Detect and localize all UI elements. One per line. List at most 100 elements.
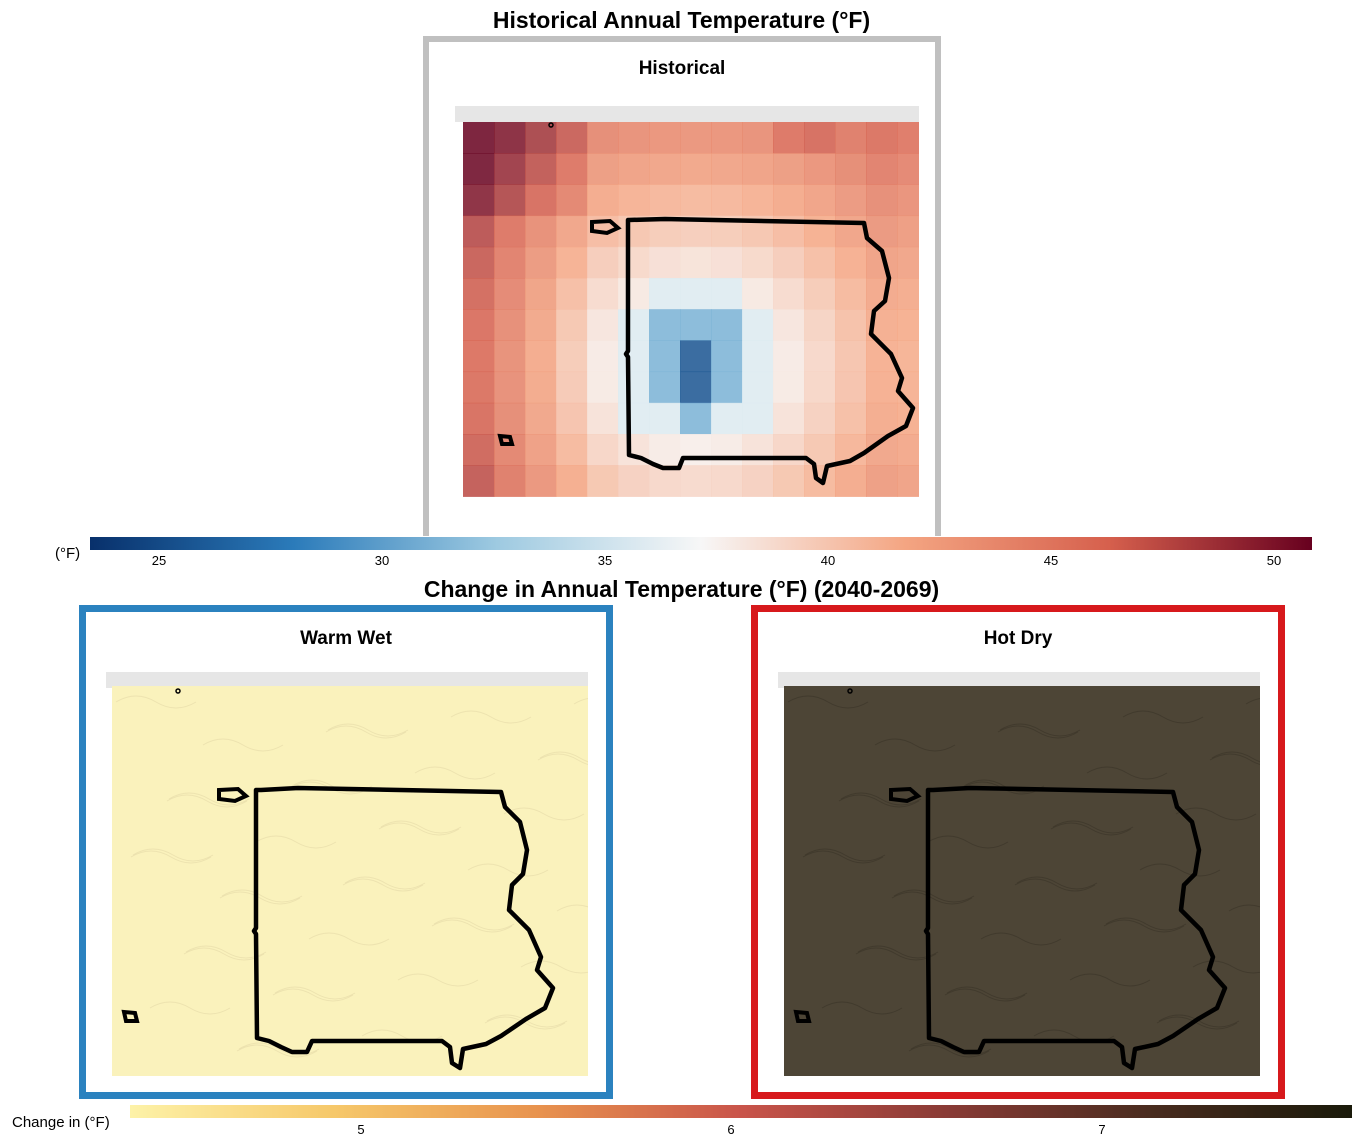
temperature-cell xyxy=(587,371,619,404)
temperature-cell xyxy=(556,340,588,373)
terrain-line xyxy=(1245,698,1260,705)
temperature-cell xyxy=(835,184,867,217)
temperature-cell xyxy=(587,402,619,435)
temperature-cell xyxy=(835,340,867,373)
temperature-cell xyxy=(463,278,495,310)
temperature-cell xyxy=(649,153,681,185)
historical-legend-title: (°F) xyxy=(55,545,81,562)
temperature-cell xyxy=(773,246,805,279)
temperature-cell xyxy=(711,184,743,217)
terrain-line xyxy=(255,835,337,849)
temperature-cell xyxy=(866,465,898,497)
change-title: Change in Annual Temperature (°F) (2040-… xyxy=(423,576,940,602)
terrain-line xyxy=(132,848,214,862)
temperature-cell xyxy=(835,278,867,310)
terrain-line xyxy=(183,947,265,961)
temperature-cell xyxy=(618,340,650,373)
terrain-line xyxy=(1156,1016,1238,1030)
temperature-cell xyxy=(742,153,774,185)
terrain-line xyxy=(202,738,284,752)
terrain-line xyxy=(539,751,588,763)
temperature-cell xyxy=(680,278,712,310)
terrain-line xyxy=(272,988,354,1002)
temperature-cell xyxy=(680,153,712,185)
temperature-cell xyxy=(556,434,588,466)
terrain-line xyxy=(573,698,588,705)
hot-dry-panel-label: Hot Dry xyxy=(983,628,1053,649)
terrain-line xyxy=(927,835,1009,849)
temperature-cell xyxy=(525,402,557,435)
temperature-cell xyxy=(494,465,526,497)
terrain-line xyxy=(344,876,426,890)
historical-map-graphic xyxy=(455,106,919,500)
terrain-line xyxy=(342,878,424,892)
temperature-cell xyxy=(649,278,681,310)
temperature-cell xyxy=(463,371,495,404)
temperature-cell xyxy=(835,371,867,404)
historical-temperature-map xyxy=(455,106,919,500)
temperature-cell xyxy=(804,246,836,279)
temperature-cell xyxy=(494,371,526,404)
terrain-line xyxy=(556,904,588,912)
boundary-point xyxy=(847,688,853,694)
temperature-cell xyxy=(804,184,836,217)
historical-tick-label: 30 xyxy=(374,553,390,568)
temperature-cell xyxy=(866,153,898,185)
temperature-cell xyxy=(711,371,743,404)
terrain-line xyxy=(414,766,496,780)
boundary-parcel xyxy=(793,1009,812,1023)
temperature-cell xyxy=(804,402,836,435)
temperature-cell xyxy=(835,122,867,154)
change-fill xyxy=(112,686,588,1076)
change-tick-label: 6 xyxy=(727,1122,735,1137)
park-boundary xyxy=(623,216,916,486)
temperature-cell xyxy=(618,371,650,404)
temperature-cell xyxy=(587,278,619,310)
temperature-cell xyxy=(587,434,619,466)
terrain-line xyxy=(874,738,956,752)
temperature-cell xyxy=(773,402,805,435)
temperature-cell xyxy=(711,402,743,435)
temperature-cell xyxy=(618,122,650,154)
historical-tick-label: 25 xyxy=(151,553,167,568)
temperature-cell xyxy=(680,340,712,373)
temperature-cell xyxy=(494,309,526,341)
warm-wet-panel: Warm Wet xyxy=(79,605,613,1099)
terrain-line xyxy=(1228,904,1260,912)
historical-tick-label: 45 xyxy=(1043,553,1059,568)
temperature-cell xyxy=(649,465,681,497)
temperature-cell xyxy=(556,371,588,404)
temperature-cell xyxy=(525,340,557,373)
change-legend-title: Change in (°F) xyxy=(12,1114,110,1131)
temperature-cell xyxy=(773,434,805,466)
temperature-cell xyxy=(897,340,919,373)
temperature-cell xyxy=(742,465,774,497)
temperature-cell xyxy=(587,465,619,497)
temperature-cell xyxy=(711,434,743,466)
hillshade-strip xyxy=(778,672,1260,688)
temperature-cell xyxy=(866,184,898,217)
temperature-cell xyxy=(680,309,712,341)
terrain-line xyxy=(308,932,390,946)
terrain-line xyxy=(1014,878,1096,892)
change-colorbar xyxy=(130,1105,1352,1118)
temperature-cell xyxy=(835,246,867,279)
terrain-line xyxy=(236,1044,318,1058)
temperature-cell xyxy=(587,122,619,154)
terrain-line xyxy=(893,889,975,903)
temperature-cell xyxy=(556,278,588,310)
temperature-cell xyxy=(494,153,526,185)
temperature-cell xyxy=(773,278,805,310)
temperature-cell xyxy=(835,153,867,185)
temperature-cell xyxy=(680,122,712,154)
temperature-cell xyxy=(804,371,836,404)
boundary-parcel xyxy=(121,1009,140,1023)
terrain-line xyxy=(804,848,886,862)
temperature-cell xyxy=(494,184,526,217)
temperature-cell xyxy=(711,465,743,497)
historical-title: Historical Annual Temperature (°F) xyxy=(492,7,871,33)
terrain-line xyxy=(802,850,884,864)
temperature-cell xyxy=(587,153,619,185)
temperature-cell xyxy=(618,278,650,310)
temperature-cell xyxy=(897,434,919,466)
